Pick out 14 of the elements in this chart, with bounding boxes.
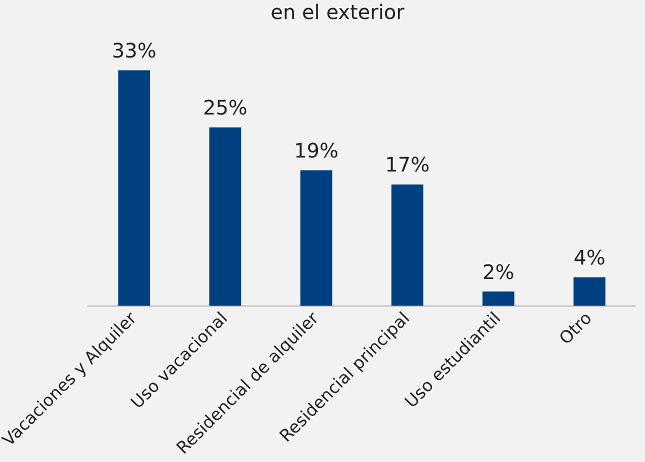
data-label: 4% [574, 245, 606, 270]
data-label: 2% [482, 260, 514, 284]
chart-title: en el exterior [270, 0, 406, 24]
data-label: 17% [385, 152, 430, 177]
bar [574, 277, 606, 306]
x-tick-label: Otro [556, 308, 596, 349]
data-label: 33% [112, 38, 156, 62]
bar [391, 184, 424, 306]
bar [300, 170, 332, 306]
data-label: 25% [202, 96, 248, 120]
bar [209, 127, 242, 306]
data-label: 19% [294, 138, 338, 162]
bar [482, 292, 514, 306]
bar [118, 70, 150, 306]
